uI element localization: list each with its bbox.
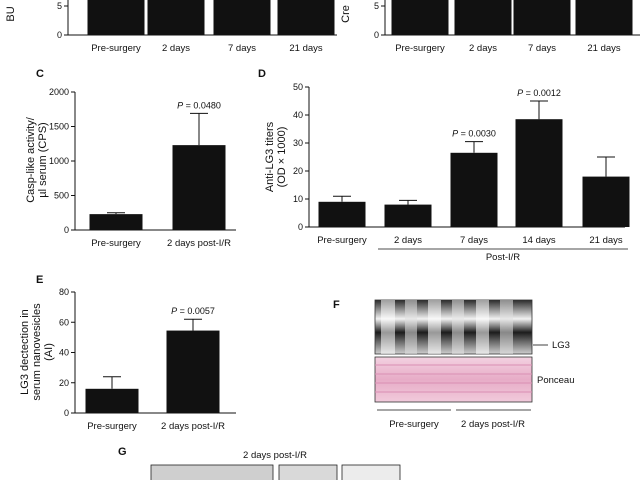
- panel-d-bar-1: [384, 204, 432, 227]
- panel-g-letter: G: [118, 446, 127, 458]
- panel-d-pvalue-1: P = 0.0012: [517, 88, 561, 98]
- panel-d-ytick-label-2: 20: [293, 166, 303, 176]
- panel-a-category-label-3: 21 days: [289, 43, 323, 54]
- panel-d-ytick-label-0: 0: [298, 222, 303, 232]
- panel-g-title: 2 days post-I/R: [243, 450, 307, 461]
- panel-e-bar-0: [85, 388, 139, 413]
- lg3-blot-lanes: [381, 300, 513, 354]
- panel-b-bar-3: [575, 0, 633, 35]
- panel-c-pvalue-0: P = 0.0480: [177, 100, 221, 110]
- panel-a-bar-3: [277, 0, 335, 35]
- panel-a-ytick-label-1: 5: [57, 1, 62, 11]
- panel-d-anti-lg3-chart: D 0 10 20 30 40 50 Pre-surgery 2 days 7 days 14 d…: [258, 68, 630, 263]
- panel-e-ylabel-line-2: (AI): [43, 343, 55, 361]
- panel-e-ytick-label-0: 0: [64, 408, 69, 418]
- micrograph-2: [278, 464, 338, 480]
- ponceau-stain-image: [374, 356, 533, 403]
- panel-d-ytick-label-5: 50: [293, 82, 303, 92]
- panel-c-category-label-1: 2 days post-I/R: [167, 238, 231, 249]
- panel-a-ylabel: BU: [5, 6, 17, 21]
- panel-e-nanovesicle-chart: E 0 20 40 60 80 Pre-surgery 2 days post-I/R LG3…: [19, 274, 236, 432]
- panel-a-ytick-label-0: 0: [57, 30, 62, 40]
- panel-b-ytick-label-0: 0: [374, 30, 379, 40]
- panel-a-category-label-2: 7 days: [228, 43, 256, 54]
- panel-d-category-label-3: 14 days: [522, 235, 556, 246]
- panel-c-ytick-label-4: 2000: [49, 87, 69, 97]
- panel-d-ylabel-line-0: Anti-LG3 titers: [264, 121, 276, 192]
- panel-b-ytick-label-1: 5: [374, 1, 379, 11]
- panel-e-letter: E: [36, 274, 43, 286]
- ponceau-bands: [375, 364, 532, 393]
- panel-c-letter: C: [36, 68, 44, 80]
- panel-d-ytick-label-1: 10: [293, 194, 303, 204]
- panel-e-category-label-0: Pre-surgery: [87, 421, 137, 432]
- panel-d-group-label: Post-I/R: [486, 252, 520, 263]
- panel-d-ytick-label-4: 40: [293, 110, 303, 120]
- panel-a-bar-1: [147, 0, 205, 35]
- micrograph-3: [341, 464, 401, 480]
- post-ir-group-label: 2 days post-I/R: [461, 419, 525, 430]
- panel-a-bar-0: [87, 0, 145, 35]
- panel-e-ytick-label-4: 80: [59, 287, 69, 297]
- panel-b-category-label-3: 21 days: [587, 43, 621, 54]
- panel-c-ylabel-line-0: Casp-like activity/: [25, 116, 37, 203]
- panel-e-ytick-label-1: 20: [59, 378, 69, 388]
- panel-b-category-label-1: 2 days: [469, 43, 497, 54]
- panel-d-letter: D: [258, 68, 266, 80]
- panel-c-ytick-label-0: 0: [64, 225, 69, 235]
- panel-b-ylabel: Cre: [340, 5, 352, 23]
- panel-c-caspase-chart: C 0 500 1000 1500 2000 Pre-surgery 2 days post…: [25, 68, 236, 249]
- panel-b-bar-0: [391, 0, 449, 35]
- panel-e-ytick-label-2: 40: [59, 348, 69, 358]
- panel-c-bar-0: [89, 214, 143, 230]
- panel-d-ytick-label-3: 30: [293, 138, 303, 148]
- panel-d-pvalue-0: P = 0.0030: [452, 129, 496, 139]
- panel-c-bar-1: [172, 145, 226, 230]
- panel-d-bar-0: [318, 201, 366, 227]
- panel-d-category-label-0: Pre-surgery: [317, 235, 367, 246]
- panel-b-category-label-0: Pre-surgery: [395, 43, 445, 54]
- panel-f-letter: F: [333, 299, 340, 311]
- panel-e-ylabel-line-1: serum nanovesicles: [31, 303, 43, 401]
- panel-e-category-label-1: 2 days post-I/R: [161, 421, 225, 432]
- panel-d-ylabel-line-1: (OD × 1000): [276, 127, 288, 188]
- panel-a-category-label-0: Pre-surgery: [91, 43, 141, 54]
- panel-d-category-label-1: 2 days: [394, 235, 422, 246]
- panel-e-ytick-label-3: 60: [59, 317, 69, 327]
- panel-c-ytick-label-2: 1000: [49, 156, 69, 166]
- panel-d-bar-2: [450, 152, 498, 227]
- panel-d-bar-4: [582, 176, 630, 227]
- panel-b-bar-1: [454, 0, 512, 35]
- panel-a-bar-2: [213, 0, 271, 35]
- micrograph-1: [150, 464, 274, 480]
- panel-a-bu-chart: BU 0 5 Pre-surgery 2 days 7 days 21 days: [5, 0, 337, 54]
- panel-f-western-blot: F LG3: [333, 299, 575, 430]
- pre-surgery-group-label: Pre-surgery: [389, 419, 439, 430]
- panel-c-ytick-label-1: 500: [54, 191, 69, 201]
- panel-e-ylabel-line-0: LG3 dectection in: [19, 309, 31, 395]
- panel-e-bar-1: [166, 330, 220, 413]
- panel-d-category-label-4: 21 days: [589, 235, 623, 246]
- lg3-band-label: LG3: [552, 340, 570, 351]
- panel-b-bar-2: [513, 0, 571, 35]
- panel-c-ytick-label-3: 1500: [49, 122, 69, 132]
- panel-d-category-label-2: 7 days: [460, 235, 488, 246]
- panel-g-images: G 2 days post-I/R: [118, 446, 401, 480]
- panel-b-cre-chart: Cre 0 5 Pre-surgery 2 days 7 days 21 days: [340, 0, 640, 54]
- panel-b-category-label-2: 7 days: [528, 43, 556, 54]
- panel-a-category-label-1: 2 days: [162, 43, 190, 54]
- ponceau-label: Ponceau: [537, 375, 575, 386]
- panel-e-pvalue-0: P = 0.0057: [171, 306, 215, 316]
- panel-c-ylabel-line-1: µl serum (CPS): [37, 122, 49, 197]
- panel-d-bar-3: [515, 119, 563, 227]
- panel-c-category-label-0: Pre-surgery: [91, 238, 141, 249]
